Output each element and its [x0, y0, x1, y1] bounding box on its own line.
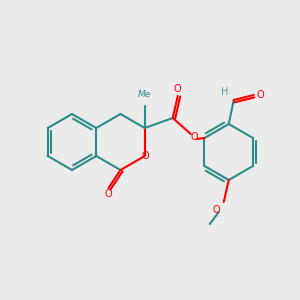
Text: O: O [142, 151, 150, 161]
Text: H: H [221, 87, 228, 97]
Text: Me: Me [138, 90, 152, 99]
Text: O: O [213, 205, 220, 215]
Text: O: O [191, 132, 199, 142]
Text: O: O [174, 84, 182, 94]
Text: O: O [257, 90, 265, 100]
Text: O: O [105, 189, 112, 199]
